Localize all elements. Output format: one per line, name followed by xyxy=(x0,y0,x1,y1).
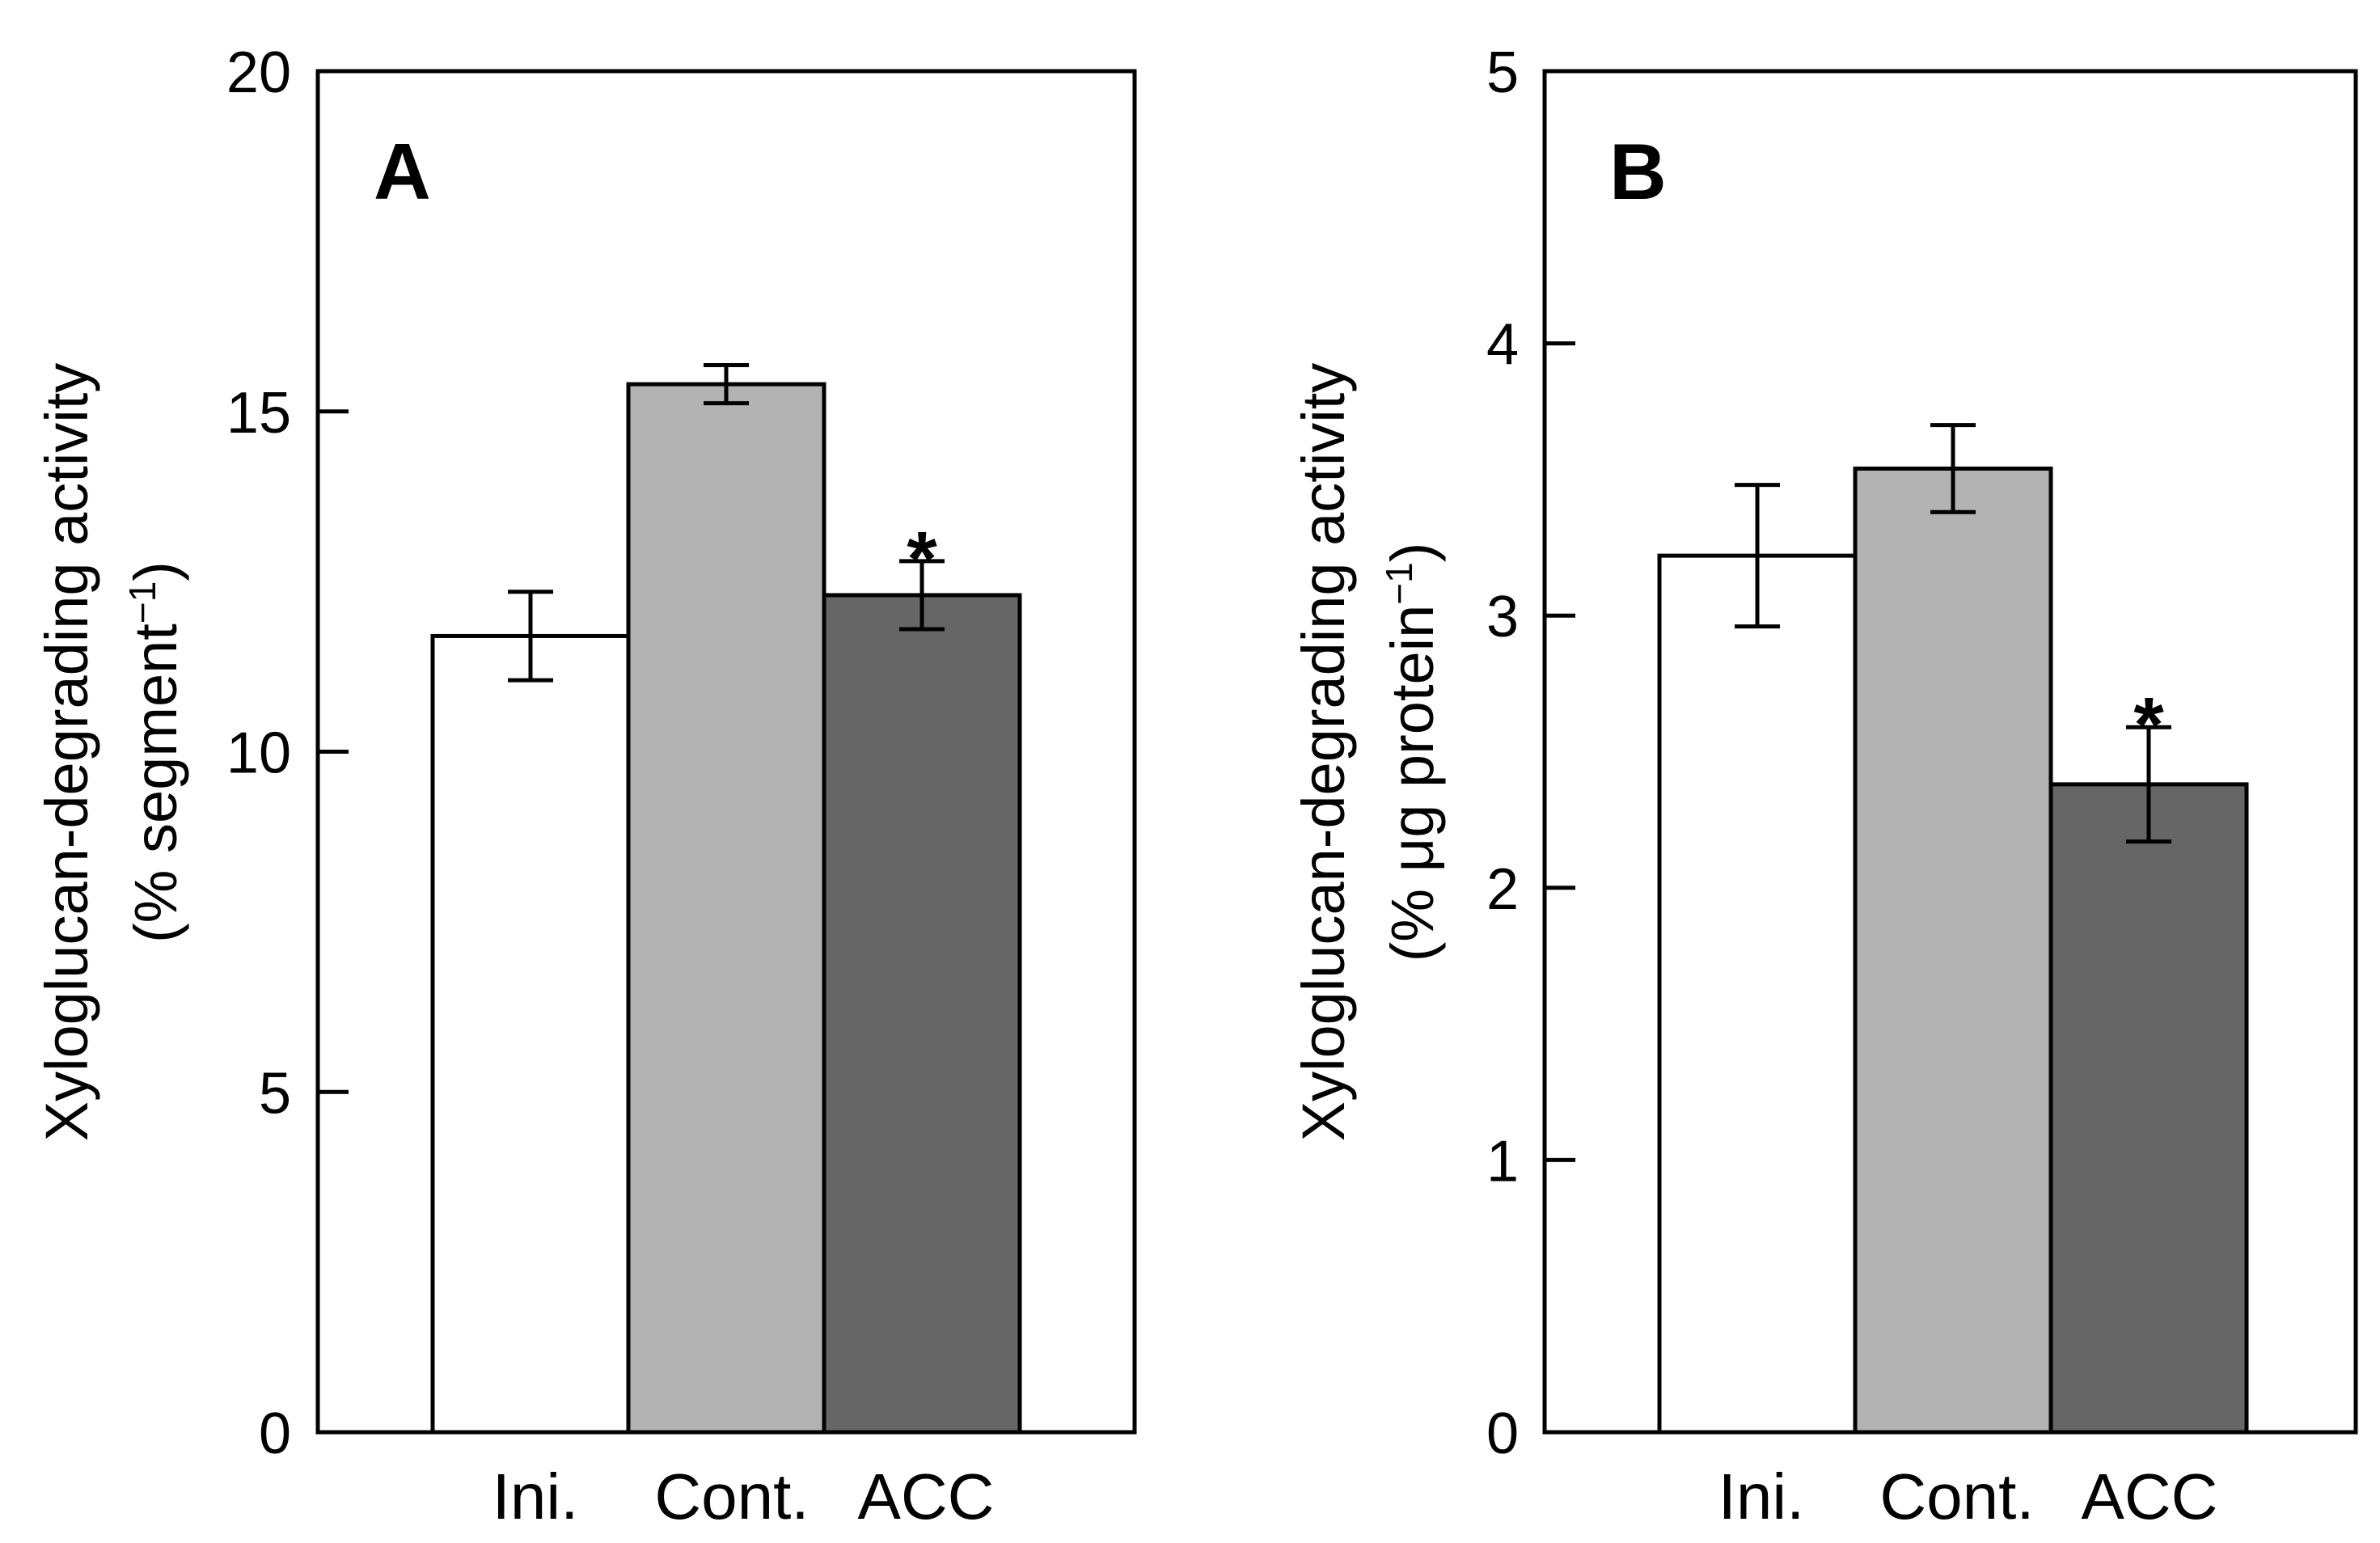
panel-a-y-tick-label: 10 xyxy=(226,721,291,786)
panel-b-y-tick-label: 1 xyxy=(1486,1129,1519,1194)
panel-b-x-axis: Ini. Cont. ACC xyxy=(1718,1461,2218,1532)
panel-a-y-axis: 0 5 10 15 20 xyxy=(226,40,349,1466)
panel-b-y-tick-label: 5 xyxy=(1486,40,1519,105)
panel-b-ylabel: Xyloglucan-degrading activity xyxy=(1290,363,1357,1142)
panel-a-bar-cont xyxy=(626,382,826,1435)
panel-a-letter: A xyxy=(374,127,431,216)
panel-b-plot-frame xyxy=(1542,69,2358,1435)
panel-a-category-label: Cont. xyxy=(654,1461,809,1532)
panel-a-category-label: Ini. xyxy=(492,1461,579,1532)
panel-a-ylabel: Xyloglucan-degrading activity xyxy=(33,363,100,1142)
panel-b-bar-ini xyxy=(1657,553,1858,1435)
panel-a-x-axis: Ini. Cont. ACC xyxy=(492,1461,995,1532)
panel-b-y-tick-label: 3 xyxy=(1486,585,1519,649)
panel-b-category-label: Ini. xyxy=(1718,1461,1805,1532)
panel-b-ylabel-unit: (% μg protein−1) xyxy=(1378,543,1446,962)
panel-a-y-tick-label: 5 xyxy=(259,1061,291,1126)
panel-a-ylabel-unit: (% segment−1) xyxy=(121,561,189,943)
panel-b-category-label: ACC xyxy=(2082,1461,2218,1532)
panel-a-category-label: ACC xyxy=(858,1461,995,1532)
panel-a-bars: * xyxy=(430,363,1022,1435)
panel-b-y-axis: 0 1 2 3 4 5 xyxy=(1486,40,1575,1466)
panel-b-significance-marker: * xyxy=(2133,682,2164,768)
panel-b-error-bar xyxy=(1735,483,1780,629)
panel-a-y-tick-label: 20 xyxy=(226,40,291,105)
panel-a-y-tick-label: 0 xyxy=(259,1401,291,1466)
panel-a-significance-marker: * xyxy=(907,516,937,602)
panel-b-category-label: Cont. xyxy=(1879,1461,2034,1532)
panel-b-error-bar xyxy=(1930,423,1976,514)
panel-b-bars: * xyxy=(1657,423,2249,1435)
panel-a-error-bar xyxy=(508,590,553,683)
panel-a: Xyloglucan-degrading activity (% segment… xyxy=(33,40,1137,1532)
panel-b-ylabel-sup: −1 xyxy=(1378,562,1420,604)
panel-b-error-bar xyxy=(2126,725,2171,844)
panel-a-bar-acc xyxy=(822,593,1022,1435)
panel-a-error-bar xyxy=(704,363,749,406)
panel-a-plot-frame xyxy=(315,69,1137,1435)
panel-a-y-tick-label: 15 xyxy=(226,381,291,446)
panel-b-y-tick-label: 4 xyxy=(1486,313,1519,378)
panel-b: Xyloglucan-degrading activity (% μg prot… xyxy=(1290,40,2358,1532)
panel-a-error-bar xyxy=(899,559,945,632)
panel-a-bar-ini xyxy=(430,633,631,1435)
panel-b-bar-acc xyxy=(2048,782,2249,1435)
panel-b-bar-cont xyxy=(1853,466,2053,1435)
panel-b-y-tick-label: 0 xyxy=(1486,1401,1519,1466)
panel-b-letter: B xyxy=(1609,127,1667,216)
panel-a-ylabel-sup: −1 xyxy=(121,581,163,624)
panel-b-y-tick-label: 2 xyxy=(1486,857,1519,922)
